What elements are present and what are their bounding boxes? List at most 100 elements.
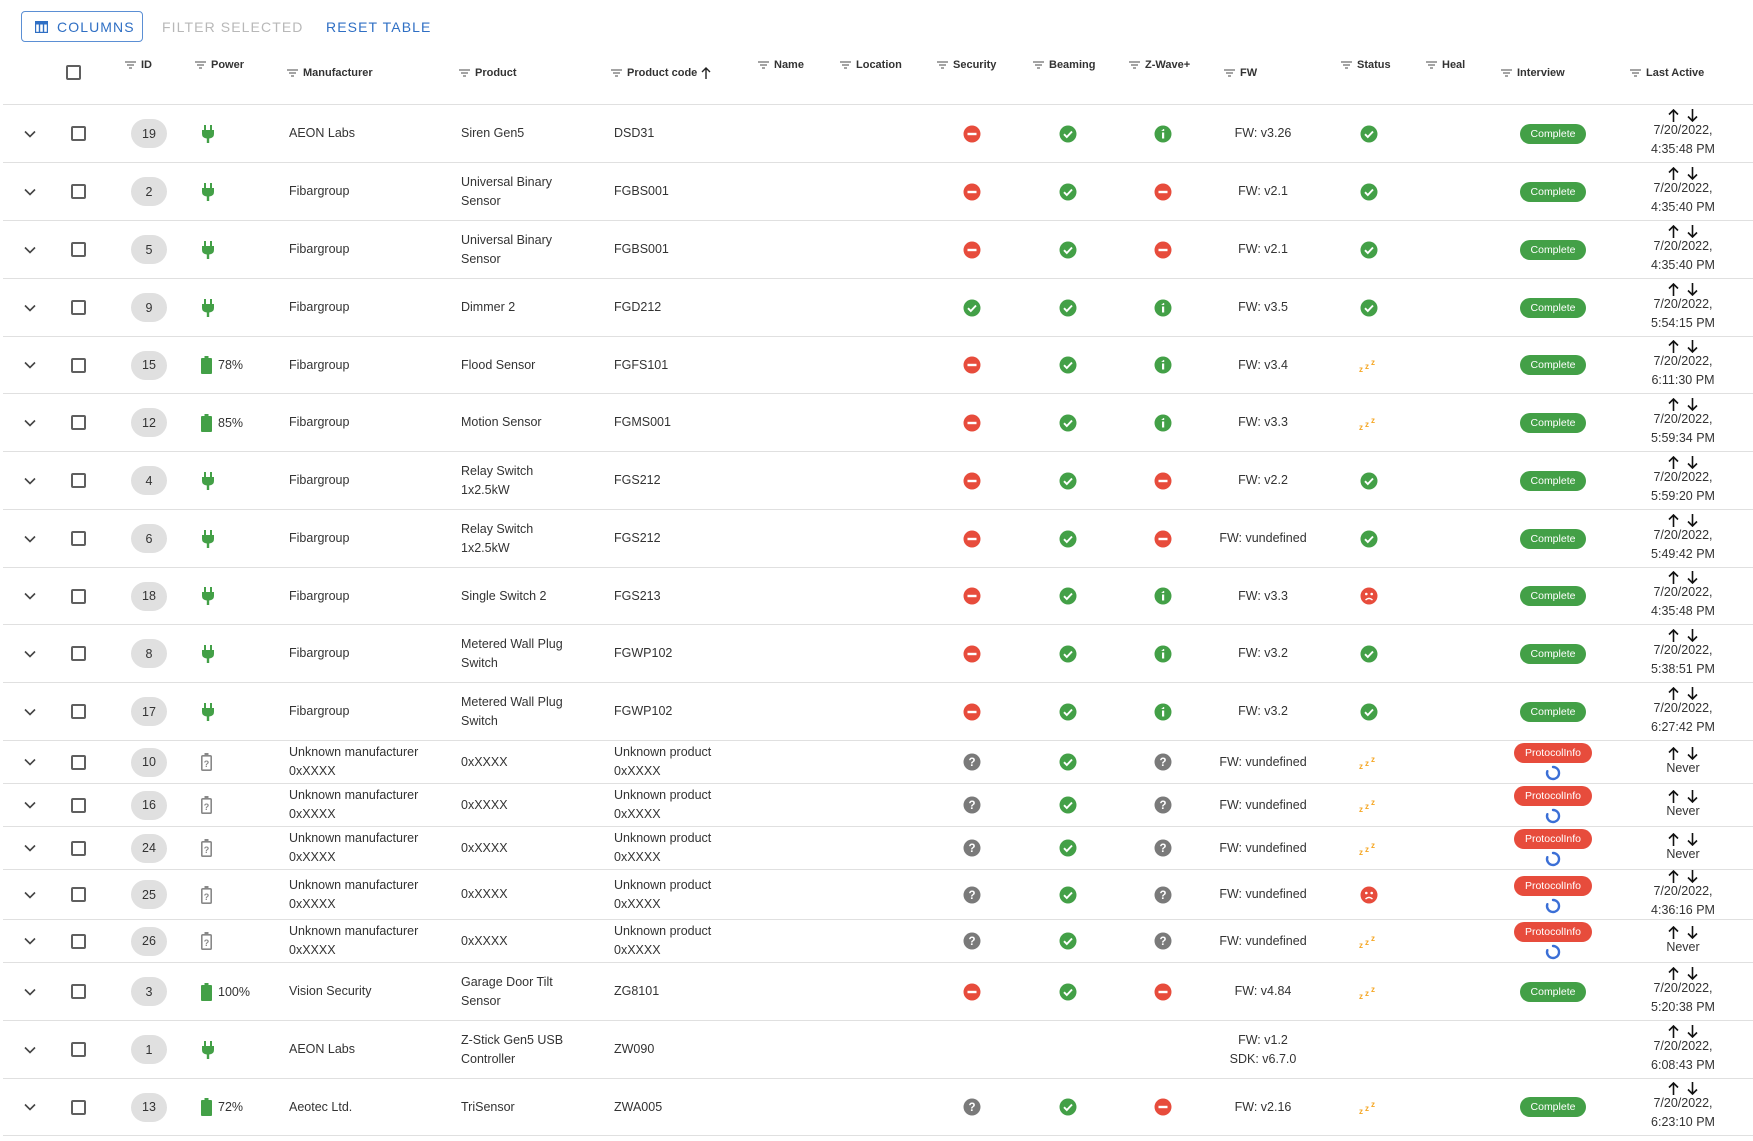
checkbox-box[interactable] — [70, 357, 86, 373]
table-row[interactable]: 9 Fibargroup Dimmer 2 FGD212 FW: v3.5 Comple… — [3, 279, 1753, 337]
table-row[interactable]: 1 AEON Labs Z-Stick Gen5 USB Controller ZW0… — [3, 1021, 1753, 1079]
row-checkbox[interactable] — [69, 625, 87, 682]
table-row[interactable]: 15 78% Fibargroup Flood Sensor FGFS101 FW: v3… — [3, 337, 1753, 394]
expand-row-button[interactable] — [20, 337, 40, 393]
column-header-fw[interactable]: FW — [1224, 67, 1257, 79]
table-row[interactable]: 26 ? Unknown manufacturer 0xXXXX 0xXXXX Unkn… — [3, 920, 1753, 963]
row-checkbox[interactable] — [69, 827, 87, 869]
row-checkbox[interactable] — [69, 394, 87, 451]
checkbox-box[interactable] — [70, 704, 86, 719]
row-checkbox[interactable] — [69, 963, 87, 1020]
column-header-label: FW — [1240, 67, 1258, 79]
columns-button[interactable]: Columns — [21, 11, 143, 42]
expand-row-button[interactable] — [20, 827, 40, 869]
table-row[interactable]: 6 Fibargroup Relay Switch 1x2.5kW FGS212 FW:… — [3, 510, 1753, 568]
column-header-last-active[interactable]: Last Active — [1630, 67, 1704, 79]
row-checkbox[interactable] — [69, 784, 87, 826]
filter-selected-button[interactable]: Filter selected — [162, 18, 304, 35]
checkbox-box[interactable] — [70, 473, 86, 488]
table-row[interactable]: 4 Fibargroup Relay Switch 1x2.5kW FGS212 FW:… — [3, 452, 1753, 510]
svg-text:z: z — [1371, 841, 1375, 850]
expand-row-button[interactable] — [20, 1021, 40, 1078]
table-row[interactable]: 2 Fibargroup Universal Binary Sensor FGBS00… — [3, 163, 1753, 221]
table-row[interactable]: 8 Fibargroup Metered Wall Plug Switch FGWP1… — [3, 625, 1753, 683]
table-row[interactable]: 3 100% Vision Security Garage Door Tilt Sens… — [3, 963, 1753, 1021]
column-header-location[interactable]: Location — [840, 59, 902, 71]
column-header-product[interactable]: Product — [459, 67, 517, 79]
expand-row-button[interactable] — [20, 510, 40, 567]
expand-row-button[interactable] — [20, 568, 40, 624]
table-row[interactable]: 5 Fibargroup Universal Binary Sensor FGBS00… — [3, 221, 1753, 279]
checkbox-box[interactable] — [70, 242, 86, 257]
column-header-beaming[interactable]: Beaming — [1033, 59, 1095, 71]
checkbox-box[interactable] — [70, 1099, 86, 1115]
row-checkbox[interactable] — [69, 568, 87, 624]
table-row[interactable]: 16 ? Unknown manufacturer 0xXXXX 0xXXXX Unkn… — [3, 784, 1753, 827]
checkbox-box[interactable] — [70, 887, 86, 902]
expand-row-button[interactable] — [20, 784, 40, 826]
row-checkbox[interactable] — [69, 1079, 87, 1135]
expand-row-button[interactable] — [20, 920, 40, 962]
row-checkbox[interactable] — [69, 510, 87, 567]
table-row[interactable]: 19 AEON Labs Siren Gen5 DSD31 FW: v3.26 Comp… — [3, 105, 1753, 163]
column-header-security[interactable]: Security — [937, 59, 996, 71]
expand-row-button[interactable] — [20, 105, 40, 162]
column-header-manufacturer[interactable]: Manufacturer — [287, 67, 373, 79]
column-header-heal[interactable]: Heal — [1426, 59, 1465, 71]
row-checkbox[interactable] — [69, 452, 87, 509]
row-checkbox[interactable] — [69, 683, 87, 740]
table-row[interactable]: 17 Fibargroup Metered Wall Plug Switch FGWP… — [3, 683, 1753, 741]
row-checkbox[interactable] — [69, 105, 87, 162]
row-checkbox[interactable] — [69, 1021, 87, 1078]
table-row[interactable]: 10 ? Unknown manufacturer 0xXXXX 0xXXXX Unkn… — [3, 741, 1753, 784]
checkbox-box[interactable] — [70, 415, 86, 430]
expand-row-button[interactable] — [20, 452, 40, 509]
table-row[interactable]: 24 ? Unknown manufacturer 0xXXXX 0xXXXX Unkn… — [3, 827, 1753, 870]
column-header-zwave-plus[interactable]: Z-Wave+ — [1129, 59, 1190, 71]
reset-table-button[interactable]: Reset table — [326, 18, 432, 35]
table-row[interactable]: 13 72% Aeotec Ltd. TriSensor ZWA005? FW: v2.1… — [3, 1079, 1753, 1136]
table-row[interactable]: 25 ? Unknown manufacturer 0xXXXX 0xXXXX Unkn… — [3, 869, 1753, 920]
row-checkbox[interactable] — [69, 741, 87, 783]
column-header-id[interactable]: ID — [125, 59, 152, 71]
checkbox-box[interactable] — [70, 588, 86, 604]
checkbox-box[interactable] — [70, 646, 86, 661]
table-row[interactable]: 12 85% Fibargroup Motion Sensor FGMS001 FW: v… — [3, 394, 1753, 452]
expand-row-button[interactable] — [20, 394, 40, 451]
blocked-icon — [1154, 1098, 1172, 1116]
checkbox-box[interactable] — [70, 1042, 86, 1057]
checkbox-box[interactable] — [70, 797, 86, 813]
row-checkbox[interactable] — [69, 920, 87, 962]
checkbox-box[interactable] — [70, 840, 86, 856]
row-checkbox[interactable] — [69, 221, 87, 278]
expand-row-button[interactable] — [20, 163, 40, 220]
expand-row-button[interactable] — [20, 870, 40, 919]
text-line: 0xXXXX — [289, 764, 336, 778]
column-header-product-code[interactable]: Product code — [611, 67, 711, 79]
select-all-checkbox[interactable] — [66, 65, 81, 80]
column-header-interview[interactable]: Interview — [1501, 67, 1565, 79]
expand-row-button[interactable] — [20, 625, 40, 682]
expand-row-button[interactable] — [20, 741, 40, 783]
expand-row-button[interactable] — [20, 1079, 40, 1135]
checkbox-box[interactable] — [70, 126, 86, 141]
column-header-power[interactable]: Power — [195, 59, 244, 71]
expand-row-button[interactable] — [20, 279, 40, 336]
checkbox-box[interactable] — [70, 184, 86, 199]
checkbox-box[interactable] — [70, 300, 86, 315]
column-header-status[interactable]: Status — [1341, 59, 1391, 71]
checkbox-box[interactable] — [70, 933, 86, 949]
checkbox-box[interactable] — [70, 754, 86, 770]
expand-row-button[interactable] — [20, 963, 40, 1020]
checkbox-box[interactable] — [70, 984, 86, 999]
row-checkbox[interactable] — [69, 279, 87, 336]
checkbox-box[interactable] — [66, 65, 81, 80]
row-checkbox[interactable] — [69, 163, 87, 220]
row-checkbox[interactable] — [69, 337, 87, 393]
checkbox-box[interactable] — [70, 531, 86, 546]
row-checkbox[interactable] — [69, 870, 87, 919]
expand-row-button[interactable] — [20, 683, 40, 740]
column-header-name[interactable]: Name — [758, 59, 804, 71]
table-row[interactable]: 18 Fibargroup Single Switch 2 FGS213 FW: v3… — [3, 568, 1753, 625]
expand-row-button[interactable] — [20, 221, 40, 278]
